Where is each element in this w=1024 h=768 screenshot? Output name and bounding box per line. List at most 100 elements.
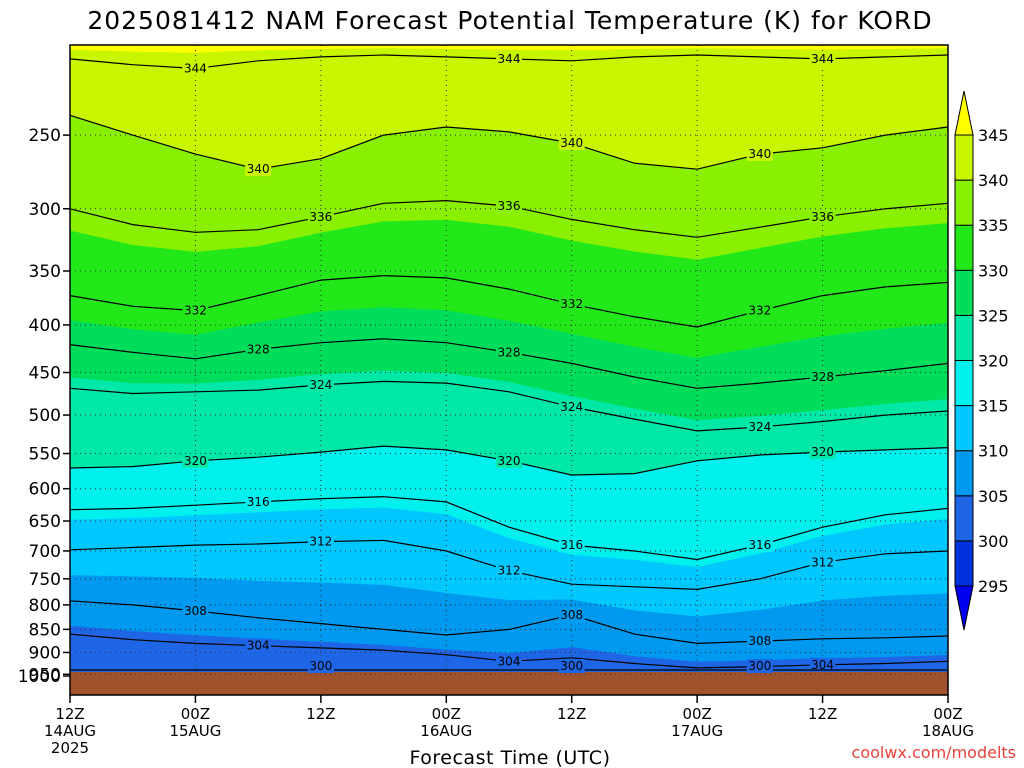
- contour-label-bg: [746, 538, 773, 553]
- x-tick-year: 2025: [51, 739, 89, 757]
- y-tick-label: 650: [29, 512, 61, 532]
- contour-label-bg: [558, 538, 585, 553]
- x-tick-date: 16AUG: [420, 722, 472, 740]
- contour-label-bg: [307, 377, 334, 392]
- y-tick-label: 950: [29, 665, 61, 685]
- x-tick-time: 00Z: [181, 705, 210, 723]
- contour-label: 312: [498, 564, 521, 578]
- contour-label-bg: [245, 494, 272, 509]
- contour-label-bg: [558, 659, 585, 673]
- fill-band-345: [70, 45, 948, 53]
- contour-label-bg: [496, 345, 522, 360]
- colorbar-label: 310: [978, 442, 1009, 461]
- x-tick-time: 00Z: [933, 705, 962, 723]
- y-tick-label: 350: [29, 262, 61, 282]
- contour-label-bg: [746, 147, 773, 162]
- colorbar-band: [954, 405, 974, 452]
- y-tick-label: 400: [29, 316, 61, 336]
- contour-label: 336: [309, 210, 332, 224]
- contour-label-bg: [558, 607, 585, 622]
- x-tick-date: 18AUG: [922, 722, 974, 740]
- contour-label-bg: [809, 369, 836, 384]
- y-tick-label: 700: [29, 542, 61, 562]
- x-tick-time: 00Z: [432, 705, 461, 723]
- contour-label-bg: [496, 199, 522, 214]
- y-tick-label: 500: [29, 406, 61, 426]
- contour-label: 340: [560, 136, 583, 150]
- contour-label: 308: [184, 604, 207, 618]
- colorbar-label: 335: [978, 216, 1009, 235]
- contour-label-bg: [558, 399, 585, 414]
- contour-label-bg: [182, 61, 209, 76]
- x-tick-date: 15AUG: [169, 722, 221, 740]
- colorbar-extend-bottom: [954, 585, 974, 631]
- contour-label-bg: [245, 162, 272, 177]
- contour-label-bg: [558, 136, 585, 151]
- contour-label: 316: [748, 538, 771, 552]
- contour-label-bg: [182, 603, 209, 618]
- plot-border: [69, 44, 949, 696]
- y-tick-label: 800: [29, 596, 61, 616]
- contour-label: 304: [247, 639, 270, 653]
- contour-label: 300: [309, 659, 332, 673]
- plot-fill-layer: [70, 45, 948, 672]
- y-tick-label: 1000: [18, 667, 61, 687]
- colorbar-band: [954, 495, 974, 542]
- isentrope-layer: 344 344 344 340 340 340 336 336 336 332 332 332 328 3…: [69, 51, 949, 673]
- contour-label-bg: [809, 555, 836, 570]
- contour-label: 312: [811, 555, 834, 569]
- contour-label: 304: [811, 658, 834, 672]
- contour-label: 300: [560, 659, 583, 673]
- y-tick-label: 850: [29, 620, 61, 640]
- contour-label: 308: [560, 608, 583, 622]
- contour-label: 344: [811, 52, 834, 66]
- contour-label-bg: [496, 51, 522, 66]
- contour-label: 320: [498, 454, 521, 468]
- chart-title: 2025081412 NAM Forecast Potential Temper…: [87, 6, 932, 35]
- contour-label: 340: [247, 162, 270, 176]
- contour-label: 320: [811, 445, 834, 459]
- contour-label: 332: [748, 304, 771, 318]
- contour-label-bg: [558, 297, 585, 312]
- contour-label: 300: [748, 659, 771, 673]
- contour-label: 316: [560, 538, 583, 552]
- contour-label-bg: [307, 534, 334, 549]
- plot-frame: [69, 44, 949, 696]
- contour-label-bg: [307, 209, 334, 224]
- contour-label: 328: [498, 345, 521, 359]
- contour-label: 328: [247, 342, 270, 356]
- y-tick-label: 450: [29, 364, 61, 384]
- colorbar-label: 305: [978, 487, 1009, 506]
- contour-label: 332: [184, 304, 207, 318]
- contour-label-bg: [182, 303, 209, 318]
- contour-label-bg: [746, 659, 773, 673]
- isentrope-line-332: [69, 274, 949, 328]
- contour-label: 344: [184, 62, 207, 76]
- contour-label-bg: [245, 638, 272, 653]
- fill-band-340: [70, 45, 948, 170]
- y-tick-label: 900: [29, 643, 61, 663]
- y-tick-label: 250: [29, 126, 61, 146]
- contour-label: 336: [498, 199, 521, 213]
- colorbar-band: [954, 360, 974, 407]
- y-tick-label: 750: [29, 570, 61, 590]
- y-tick-label: 600: [29, 480, 61, 500]
- ground-bar: [70, 672, 948, 695]
- colorbar-label: 295: [978, 577, 1009, 596]
- isentrope-line-308: [69, 600, 949, 645]
- x-tick-time: 12Z: [306, 705, 335, 723]
- colorbar-band: [954, 314, 974, 361]
- colorbar-label: 325: [978, 306, 1009, 325]
- colorbar-band: [954, 224, 974, 271]
- colorbar-extend-top: [954, 90, 974, 136]
- colorbar-label: 340: [978, 171, 1009, 190]
- contour-label: 308: [748, 634, 771, 648]
- x-axis-label: Forecast Time (UTC): [410, 747, 611, 768]
- contour-label: 328: [811, 370, 834, 384]
- x-tick-time: 12Z: [808, 705, 837, 723]
- source-credit: coolwx.com/modelts: [852, 743, 1016, 762]
- isentrope-line-316: [69, 496, 949, 561]
- contour-label: 316: [247, 495, 270, 509]
